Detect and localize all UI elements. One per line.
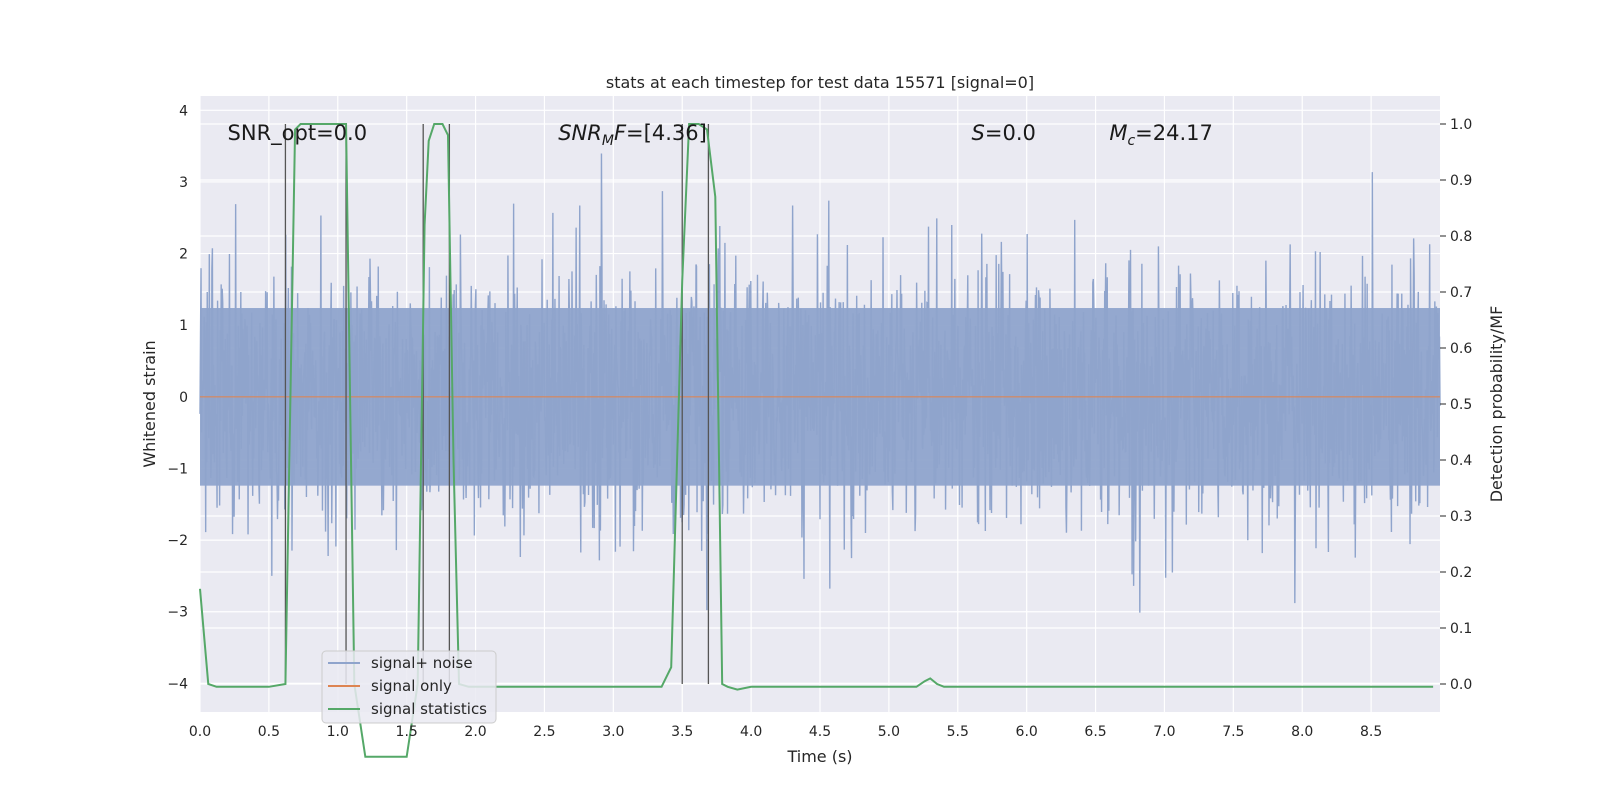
y-axis-ticks: −4 −3 −2 −1 0 1 2 3 4 [167,103,188,692]
x-tick-label: 6.5 [1084,724,1106,740]
x-tick-label: 1.5 [396,724,418,740]
y2-tick-label: 0.0 [1450,677,1472,693]
x-tick-label: 4.0 [740,724,762,740]
y2-axis-ticks: 0.0 0.1 0.2 0.3 0.4 0.5 0.6 0.7 0.8 0.9 1.0 [1440,117,1472,693]
legend-label-signal-only: signal only [371,677,452,695]
x-tick-label: 8.5 [1360,724,1382,740]
chart-title: stats at each timestep for test data 155… [606,73,1034,92]
y2-tick-label: 0.2 [1450,565,1472,581]
y-tick-label: 3 [179,175,188,191]
x-tick-label: 0.5 [258,724,280,740]
noise-line [199,153,1441,613]
x-tick-label: 3.5 [671,724,693,740]
x-tick-label: 1.0 [327,724,349,740]
y2-tick-label: 0.5 [1450,397,1472,413]
y-tick-label: −2 [167,533,188,549]
legend-label-signal-statistics: signal statistics [371,700,487,718]
series-signal-statistics [199,123,1434,758]
x-tick-label: 3.0 [602,724,624,740]
y2-tick-label: 1.0 [1450,117,1472,133]
x-tick-label: 7.0 [1153,724,1175,740]
y-tick-label: −4 [167,676,188,692]
y2-axis-label: Detection probability/MF [1487,306,1506,503]
y2-tick-label: 0.7 [1450,285,1472,301]
annotation-3: Mc=24.17 [1109,121,1213,149]
legend-box [321,650,497,724]
x-tick-label: 2.0 [464,724,486,740]
y2-tick-label: 0.3 [1450,509,1472,525]
y2-tick-label: 0.6 [1450,341,1472,357]
y-tick-label: 4 [179,103,188,119]
x-tick-label: 2.5 [533,724,555,740]
x-tick-label: 0.0 [189,724,211,740]
x-tick-label: 5.0 [878,724,900,740]
y-tick-label: 2 [179,247,188,263]
annotations: SNR_opt=0.0 SNRMF=[4.36] S=0.0 Mc=24.17 [228,121,1213,149]
y-tick-label: 0 [179,390,188,406]
x-tick-label: 6.0 [1016,724,1038,740]
x-tick-label: 8.0 [1291,724,1313,740]
legend-label-signal-noise: signal+ noise [371,654,473,672]
annotation-2: S=0.0 [972,121,1036,145]
x-tick-label: 5.5 [947,724,969,740]
x-tick-label: 7.5 [1222,724,1244,740]
x-axis-label: Time (s) [786,747,852,766]
y-tick-label: −3 [167,605,188,621]
legend: signal+ noise signal only signal statist… [321,650,497,724]
y-tick-label: 1 [179,318,188,334]
statistics-line [199,123,1434,758]
y2-tick-label: 0.4 [1450,453,1472,469]
x-axis-ticks: 0.0 0.5 1.0 1.5 2.0 2.5 3.0 3.5 4.0 4.5 5.0 5.5 6.0 6… [189,724,1382,740]
y2-tick-label: 0.1 [1450,621,1472,637]
annotation-1: SNRMF=[4.36] [558,121,707,149]
y-tick-label: −1 [167,461,188,477]
y2-tick-label: 0.8 [1450,229,1472,245]
x-tick-label: 4.5 [809,724,831,740]
y-axis-label: Whitened strain [140,340,159,467]
y2-tick-label: 0.9 [1450,173,1472,189]
annotation-0: SNR_opt=0.0 [228,121,368,146]
